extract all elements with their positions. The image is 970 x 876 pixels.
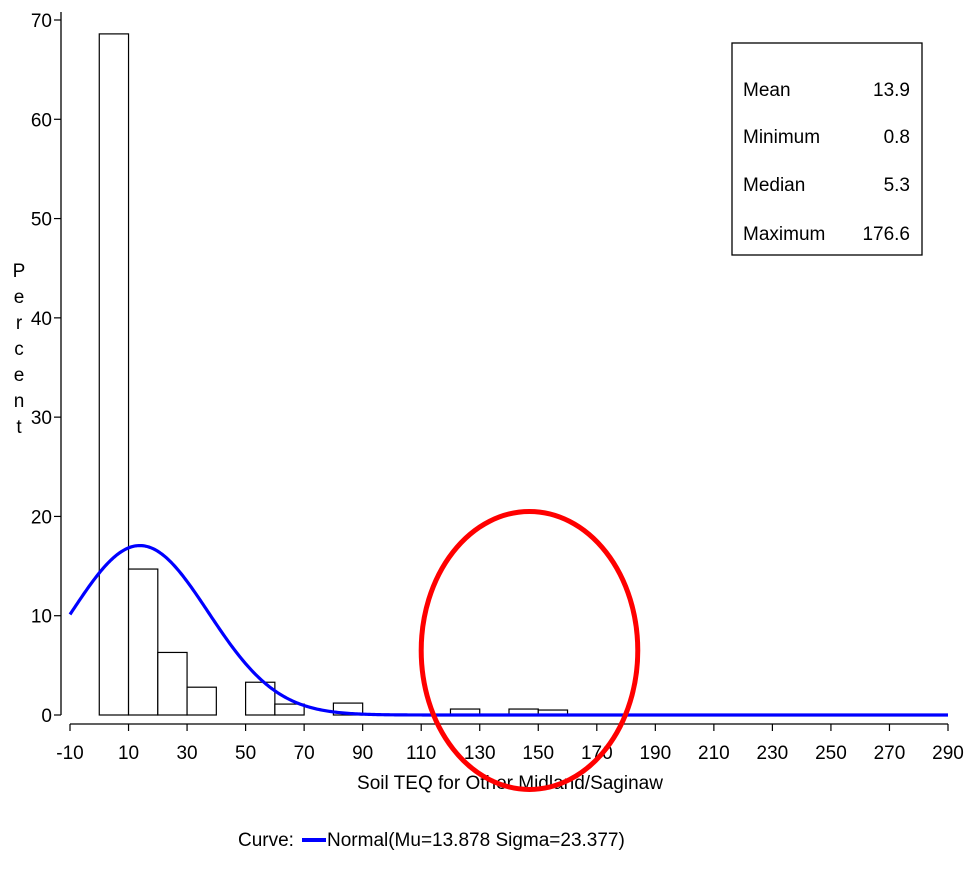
legend-prefix: Curve: [238, 830, 294, 851]
x-tick-layer: -10 10 30 50 70 90 110 130 150 170 190 210 230 250 270… [56, 724, 964, 764]
x-tick-label: -10 [56, 743, 83, 764]
x-tick-label: 10 [118, 743, 139, 764]
normal-curve [68, 543, 948, 717]
stats-label-maximum: Maximum [743, 224, 825, 245]
x-axis-label: Soil TEQ for Other Midland/Saginaw [357, 773, 663, 794]
y-axis-label-letter: r [16, 313, 23, 334]
y-tick-label: 10 [31, 607, 52, 628]
x-tick-label: 250 [815, 743, 847, 764]
y-tick-label: 30 [31, 408, 52, 429]
y-tick-layer: 0 10 20 30 40 50 60 70 [31, 11, 61, 727]
x-tick-label: 290 [932, 743, 964, 764]
axes-layer [60, 12, 948, 725]
stats-value-maximum: 176.6 [862, 224, 910, 245]
y-axis-label-letter: t [16, 417, 22, 438]
stats-value-mean: 13.9 [873, 80, 910, 101]
y-tick-label: 50 [31, 210, 52, 231]
x-tick-label: 210 [698, 743, 730, 764]
stats-value-minimum: 0.8 [884, 127, 910, 148]
x-tick-label: 70 [294, 743, 315, 764]
y-tick-label: 70 [31, 11, 52, 32]
histogram-bar [274, 703, 305, 716]
stats-box-border [731, 42, 923, 256]
x-tick-label: 90 [352, 743, 373, 764]
stats-value-median: 5.3 [884, 175, 910, 196]
x-tick-label: 230 [757, 743, 789, 764]
y-axis-label-letter: c [14, 339, 24, 360]
legend: Curve: Normal(Mu=13.878 Sigma=23.377) [238, 830, 625, 851]
stats-label-median: Median [743, 175, 805, 196]
histogram-bar [127, 568, 159, 716]
histogram-bar [157, 651, 188, 716]
y-tick-label: 0 [41, 706, 52, 727]
y-tick-label: 40 [31, 309, 52, 330]
x-tick-label: 150 [522, 743, 554, 764]
curve-layer [68, 543, 948, 717]
x-tick-label: 190 [639, 743, 671, 764]
annotation-layer [418, 508, 641, 792]
histogram-bar [186, 686, 217, 716]
y-tick-label: 20 [31, 507, 52, 528]
bars-layer [98, 33, 569, 716]
histogram-bar [98, 33, 130, 716]
y-axis-label-letter: P [13, 261, 26, 282]
stats-box: Mean 13.9 Minimum 0.8 Median 5.3 Maximum… [731, 42, 923, 256]
y-tick-label: 60 [31, 110, 52, 131]
x-tick-label: 50 [235, 743, 256, 764]
x-tick-label: 270 [874, 743, 906, 764]
x-tick-label: 130 [464, 743, 496, 764]
histogram-bar [332, 702, 364, 716]
highlight-ellipse [418, 508, 641, 792]
x-tick-label: 30 [176, 743, 197, 764]
y-axis-label-letter: e [14, 287, 25, 308]
x-tick-label: 110 [406, 743, 436, 764]
stats-label-minimum: Minimum [743, 127, 820, 148]
y-axis-label-letter: e [14, 365, 25, 386]
stats-label-mean: Mean [743, 80, 791, 101]
legend-label-normal: Normal(Mu=13.878 Sigma=23.377) [327, 830, 625, 851]
y-axis-label-letter: n [14, 391, 25, 412]
